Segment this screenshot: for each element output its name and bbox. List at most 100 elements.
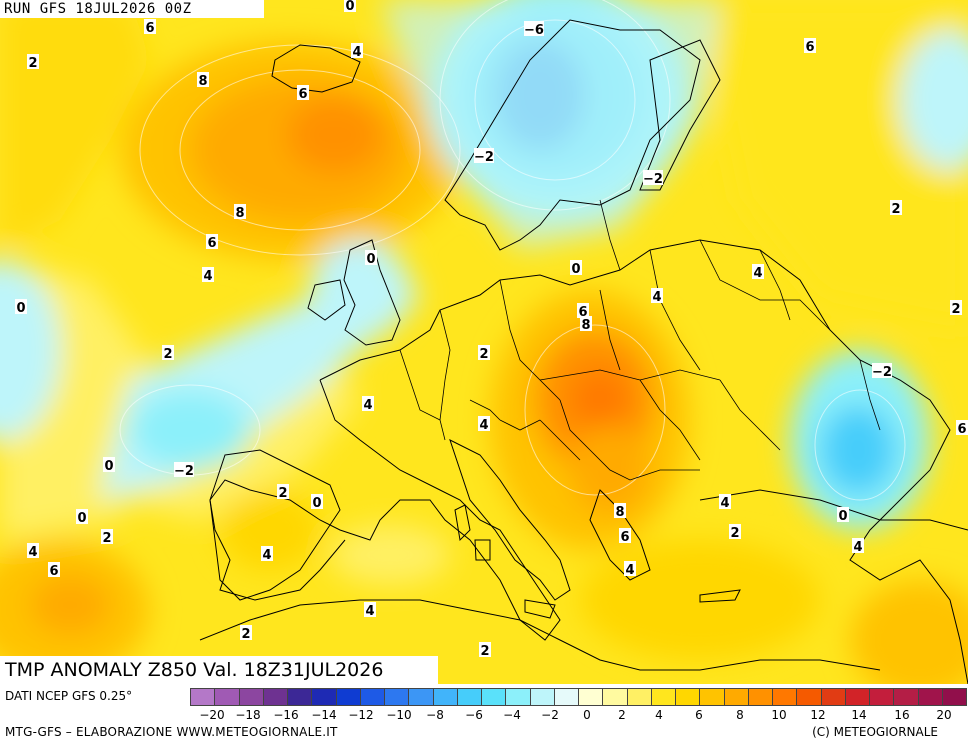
svg-text:6: 6 (620, 530, 629, 545)
anomaly-value-label: 6 (297, 85, 309, 102)
temperature-anomaly-map: 0 6 2 4 8 6 8 6 4 2 0 0 −2 −6 −2 6 2 0 4 6 8 4 2 2 4 4 −2 0 2 0 4 0 2 4 6 4… (0, 0, 968, 684)
legend-swatch (287, 688, 313, 706)
legend-tick-label: 8 (736, 708, 744, 722)
legend-swatch (650, 688, 676, 706)
anomaly-value-label: 0 (311, 494, 323, 511)
svg-text:2: 2 (278, 486, 287, 501)
legend-tick-label: −14 (311, 708, 337, 722)
anomaly-value-label: 4 (261, 546, 273, 563)
svg-text:6: 6 (145, 21, 154, 36)
svg-text:−2: −2 (872, 365, 892, 380)
anomaly-value-label: −2 (174, 462, 194, 479)
anomaly-value-label: 6 (48, 562, 60, 579)
svg-text:0: 0 (104, 459, 113, 474)
svg-text:4: 4 (479, 418, 488, 433)
anomaly-value-label: 2 (890, 200, 902, 217)
svg-text:8: 8 (235, 206, 244, 221)
anomaly-value-label: 8 (197, 72, 209, 89)
anomaly-value-label: 2 (101, 529, 113, 546)
anomaly-value-label: 0 (76, 509, 88, 526)
anomaly-value-label: 6 (577, 303, 589, 320)
anomaly-value-label: 6 (206, 234, 218, 251)
legend-tick-label: 6 (695, 708, 703, 722)
legend-swatch (820, 688, 846, 706)
legend-swatch (578, 688, 604, 706)
svg-text:4: 4 (652, 290, 661, 305)
anomaly-value-label: 2 (162, 345, 174, 362)
legend-swatch (384, 688, 410, 706)
anomaly-value-label: −6 (524, 21, 544, 38)
svg-text:2: 2 (241, 627, 250, 642)
legend-swatch (772, 688, 798, 706)
svg-text:0: 0 (312, 496, 321, 511)
legend-swatch (456, 688, 482, 706)
legend-swatch (238, 688, 264, 706)
anomaly-value-label: 6 (956, 420, 968, 437)
svg-text:4: 4 (262, 548, 271, 563)
anomaly-value-label: 0 (344, 0, 356, 14)
svg-text:0: 0 (571, 262, 580, 277)
anomaly-value-label: 8 (234, 204, 246, 221)
svg-text:0: 0 (345, 0, 354, 14)
anomaly-value-label: −2 (872, 363, 892, 380)
legend-swatch (723, 688, 749, 706)
legend-tick-label: −8 (426, 708, 444, 722)
svg-text:2: 2 (479, 347, 488, 362)
svg-text:2: 2 (891, 202, 900, 217)
svg-text:0: 0 (366, 252, 375, 267)
svg-text:4: 4 (203, 269, 212, 284)
legend-swatch (893, 688, 919, 706)
legend-tick-label: 12 (810, 708, 826, 722)
legend-tick-label: −12 (348, 708, 374, 722)
svg-text:0: 0 (838, 509, 847, 524)
copyright-label: (C) METEOGIORNALE (812, 725, 938, 739)
svg-text:2: 2 (951, 302, 960, 317)
svg-text:4: 4 (625, 563, 634, 578)
legend-swatch (675, 688, 701, 706)
anomaly-value-label: 4 (27, 543, 39, 560)
svg-text:4: 4 (363, 398, 372, 413)
legend-swatch (335, 688, 361, 706)
svg-text:−2: −2 (474, 150, 494, 165)
legend-swatch (844, 688, 870, 706)
svg-text:8: 8 (615, 505, 624, 520)
legend-swatch (408, 688, 434, 706)
anomaly-value-label: 0 (837, 507, 849, 524)
legend-swatch (190, 688, 216, 706)
legend-swatch (505, 688, 531, 706)
legend-swatch (917, 688, 943, 706)
svg-text:4: 4 (853, 540, 862, 555)
anomaly-value-label: 2 (478, 345, 490, 362)
legend-swatch (626, 688, 652, 706)
legend-tick-label: −18 (235, 708, 261, 722)
svg-text:0: 0 (77, 511, 86, 526)
legend-swatch (553, 688, 579, 706)
svg-text:2: 2 (730, 526, 739, 541)
legend-swatch (796, 688, 822, 706)
legend-swatch (214, 688, 240, 706)
legend-swatch (359, 688, 385, 706)
svg-text:8: 8 (581, 318, 590, 333)
color-legend-bar (190, 688, 967, 706)
legend-swatch (699, 688, 725, 706)
anomaly-value-label: −2 (643, 170, 663, 187)
legend-tick-label: 0 (583, 708, 591, 722)
legend-swatch (941, 688, 967, 706)
anomaly-value-label: 8 (614, 503, 626, 520)
anomaly-value-label: 4 (852, 538, 864, 555)
legend-tick-label: 20 (936, 708, 952, 722)
anomaly-value-label: 6 (804, 38, 816, 55)
map-title: TMP ANOMALY Z850 Val. 18Z31JUL2026 (0, 656, 438, 684)
svg-text:4: 4 (753, 266, 762, 281)
svg-text:6: 6 (805, 40, 814, 55)
anomaly-value-label: 4 (719, 494, 731, 511)
legend-tick-label: 14 (851, 708, 867, 722)
legend-swatch (869, 688, 895, 706)
anomaly-value-label: 4 (351, 43, 363, 60)
legend-swatch (432, 688, 458, 706)
svg-text:6: 6 (957, 422, 966, 437)
anomaly-value-label: 4 (202, 267, 214, 284)
svg-text:−2: −2 (174, 464, 194, 479)
anomaly-value-label: 2 (240, 625, 252, 642)
svg-text:2: 2 (163, 347, 172, 362)
